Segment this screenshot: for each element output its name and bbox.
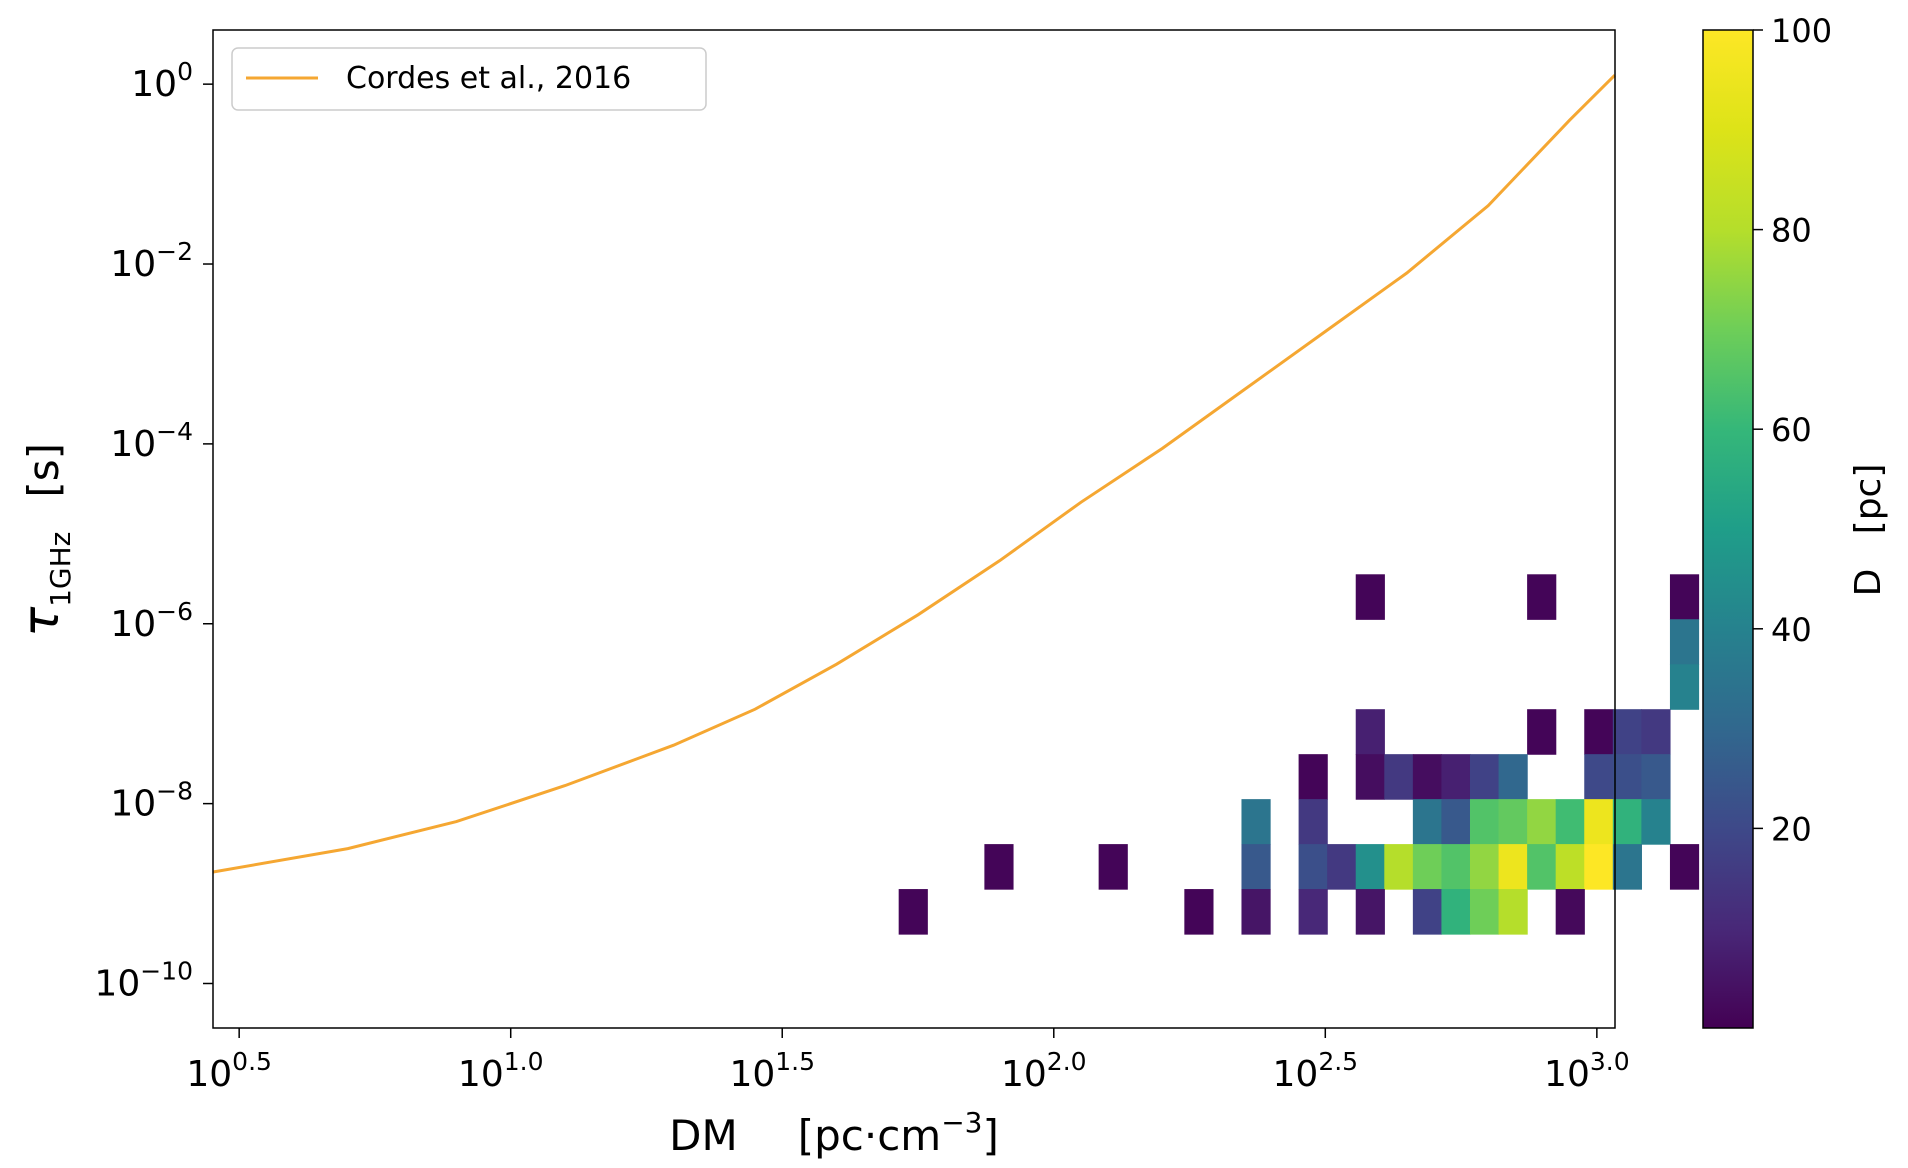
heatmap-cell — [1355, 709, 1385, 755]
heatmap-cell — [1527, 844, 1557, 890]
heatmap-cell — [1298, 844, 1328, 890]
heatmap-cell — [1241, 799, 1271, 845]
heatmap-cell — [1498, 844, 1528, 890]
colorbar-label: D [pc] — [1848, 464, 1889, 597]
y-tick-label: 10−10 — [94, 956, 193, 1004]
colorbar-label-group: D [pc] — [1848, 464, 1889, 597]
y-tick-label: 10−8 — [110, 777, 193, 825]
heatmap-cell — [1641, 709, 1671, 755]
heatmap-cell — [1555, 889, 1585, 935]
heatmap-cell — [1412, 889, 1443, 935]
colorbar-tick-label: 40 — [1771, 611, 1812, 649]
heatmap-cell — [1327, 844, 1357, 890]
heatmap-cell — [1612, 799, 1642, 845]
heatmap-cell — [1384, 754, 1414, 800]
y-tick-label: 100 — [131, 57, 193, 105]
heatmap-cell — [1355, 754, 1385, 800]
heatmap-cell — [1669, 574, 1700, 620]
x-tick-label: 101.5 — [729, 1047, 815, 1095]
heatmap-cell — [1469, 799, 1500, 845]
colorbar-tick-label: 80 — [1771, 212, 1812, 250]
heatmap-cell — [1498, 799, 1528, 845]
heatmap-cell — [1241, 844, 1271, 890]
heatmap-cell — [1555, 799, 1585, 845]
heatmap-cell — [1241, 889, 1271, 935]
heatmap-cell — [1384, 844, 1414, 890]
cordes-line — [212, 74, 1616, 874]
heatmap-cell — [1098, 844, 1128, 890]
heatmap-cell — [1527, 709, 1557, 755]
legend: Cordes et al., 2016 — [231, 47, 707, 111]
colorbar — [1702, 29, 1754, 1029]
x-tick-label: 102.0 — [1001, 1047, 1087, 1095]
heatmap-cell — [1441, 889, 1471, 935]
heatmap-cell — [1612, 754, 1642, 800]
x-tick-label: 102.5 — [1273, 1047, 1359, 1095]
heatmap-cell — [1298, 754, 1328, 800]
y-axis-label: τ1GHz[s] — [12, 443, 77, 637]
heatmap-cell — [1298, 799, 1328, 845]
colorbar-ticks: 20 40 60 80 100 — [1753, 12, 1832, 848]
heatmap-cell — [1298, 889, 1328, 935]
heatmap-cell — [1355, 844, 1385, 890]
heatmap-cell — [1669, 844, 1700, 890]
heatmap-cell — [1412, 799, 1443, 845]
heatmap-cell — [1669, 619, 1700, 665]
x-tick-label: 103.0 — [1544, 1047, 1630, 1095]
heatmap-cell — [1612, 709, 1642, 755]
heatmap-cell — [1355, 889, 1385, 935]
heatmap-cell — [1441, 844, 1471, 890]
y-tick-label: 10−2 — [110, 237, 193, 285]
heatmap-cell — [1669, 664, 1700, 710]
y-ticks: 100 10−2 10−4 10−6 10−8 10−10 — [94, 57, 213, 1004]
legend-box — [231, 47, 707, 111]
heatmap-cell — [1527, 574, 1557, 620]
x-tick-label: 101.0 — [458, 1047, 544, 1095]
x-ticks: 100.5 101.0 101.5 102.0 102.5 103.0 — [186, 1028, 1630, 1095]
plot-frame — [212, 29, 1616, 1029]
x-axis-label: DM [pc·cm−3] — [669, 1106, 999, 1160]
heatmap-cell — [1584, 754, 1614, 800]
heatmap-cell — [1584, 844, 1614, 890]
heatmap-cell — [1527, 799, 1557, 845]
heatmap-cell — [1469, 754, 1500, 800]
heatmap-cells — [898, 574, 1700, 935]
legend-label: Cordes et al., 2016 — [346, 61, 631, 96]
heatmap-cell — [1641, 754, 1671, 800]
colorbar-tick-label: 100 — [1771, 12, 1832, 50]
x-tick-label: 100.5 — [186, 1047, 272, 1095]
heatmap-cell — [898, 889, 928, 935]
heatmap-cell — [1412, 754, 1443, 800]
heatmap-cell — [1641, 799, 1671, 845]
colorbar-tick-label: 20 — [1771, 810, 1812, 848]
heatmap-cell — [1469, 889, 1500, 935]
heatmap-cell — [1498, 754, 1528, 800]
colorbar-tick-label: 60 — [1771, 411, 1812, 449]
heatmap-cell — [1612, 844, 1642, 890]
heatmap-cell — [1469, 844, 1500, 890]
heatmap-cell — [984, 844, 1014, 890]
heatmap-cell — [1555, 844, 1585, 890]
heatmap-cell — [1441, 799, 1471, 845]
heatmap-cell — [1584, 709, 1614, 755]
heatmap-cell — [1441, 754, 1471, 800]
heatmap-cell — [1412, 844, 1443, 890]
heatmap-cell — [1184, 889, 1214, 935]
y-tick-label: 10−4 — [110, 417, 193, 465]
heatmap-cell — [1355, 574, 1385, 620]
y-tick-label: 10−6 — [110, 597, 193, 645]
svg-text:τ1GHz[s]: τ1GHz[s] — [12, 443, 77, 637]
heatmap-cell — [1584, 799, 1614, 845]
heatmap-cell — [1498, 889, 1528, 935]
